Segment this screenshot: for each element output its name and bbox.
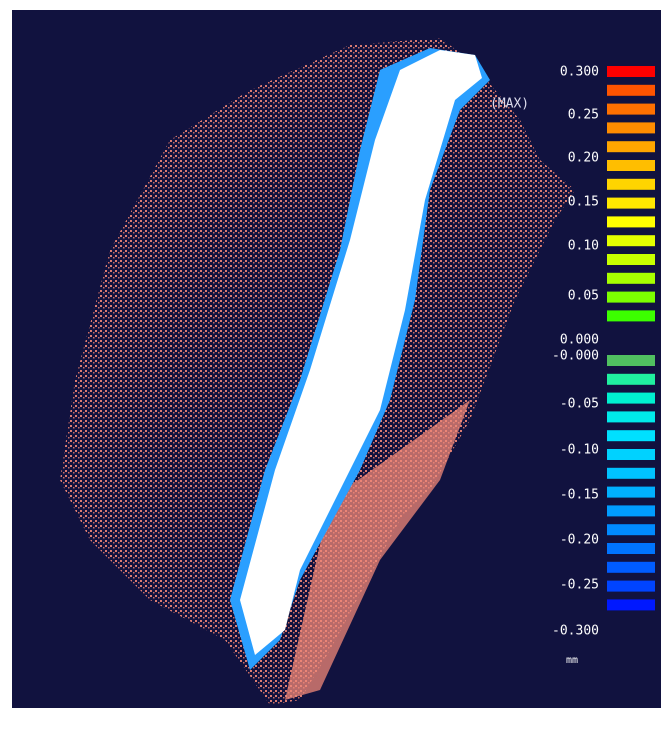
legend-label: 0.05 — [568, 289, 599, 304]
color-swatch — [607, 524, 655, 535]
color-swatch — [607, 562, 655, 573]
legend-label: -0.25 — [560, 578, 599, 593]
color-swatch — [607, 160, 655, 171]
legend-label: -0.15 — [560, 488, 599, 503]
color-swatch — [607, 273, 655, 284]
color-swatch — [607, 449, 655, 460]
color-swatch — [607, 487, 655, 498]
legend-label: 0.20 — [568, 151, 599, 166]
legend-label: 0.10 — [568, 239, 599, 254]
color-swatch — [607, 355, 655, 366]
color-swatch — [607, 254, 655, 265]
legend-label: 0.000 — [560, 333, 599, 348]
screen: 0.300 0.25 0.20 0.15 0.10 0.05 0.000-0.000 -0.0… — [0, 0, 661, 735]
color-swatch — [607, 393, 655, 404]
legend-label: 0.15 — [568, 195, 599, 210]
color-swatch — [607, 104, 655, 115]
color-swatch — [607, 411, 655, 422]
max-marker: (MAX) — [490, 97, 529, 112]
color-swatch — [607, 216, 655, 227]
color-swatch — [607, 468, 655, 479]
legend-label: -0.000 — [552, 349, 599, 364]
color-swatch — [607, 430, 655, 441]
legend-label: 0.300 — [560, 65, 599, 80]
color-swatch — [607, 179, 655, 190]
legend-label: -0.05 — [560, 397, 599, 412]
color-swatch — [607, 141, 655, 152]
legend-label: -0.20 — [560, 533, 599, 548]
color-swatch — [607, 599, 655, 610]
color-swatch — [607, 374, 655, 385]
color-swatch — [607, 581, 655, 592]
legend-label: -0.10 — [560, 443, 599, 458]
color-swatch — [607, 66, 655, 77]
unit-label: mm — [566, 655, 578, 666]
color-swatch — [607, 292, 655, 303]
color-swatch — [607, 543, 655, 554]
color-swatch — [607, 85, 655, 96]
color-swatch — [607, 122, 655, 133]
legend-label: -0.300 — [552, 624, 599, 639]
color-swatch — [607, 310, 655, 321]
color-swatch — [607, 235, 655, 246]
color-swatch — [607, 505, 655, 516]
color-swatch — [607, 198, 655, 209]
legend-label: 0.25 — [568, 108, 599, 123]
